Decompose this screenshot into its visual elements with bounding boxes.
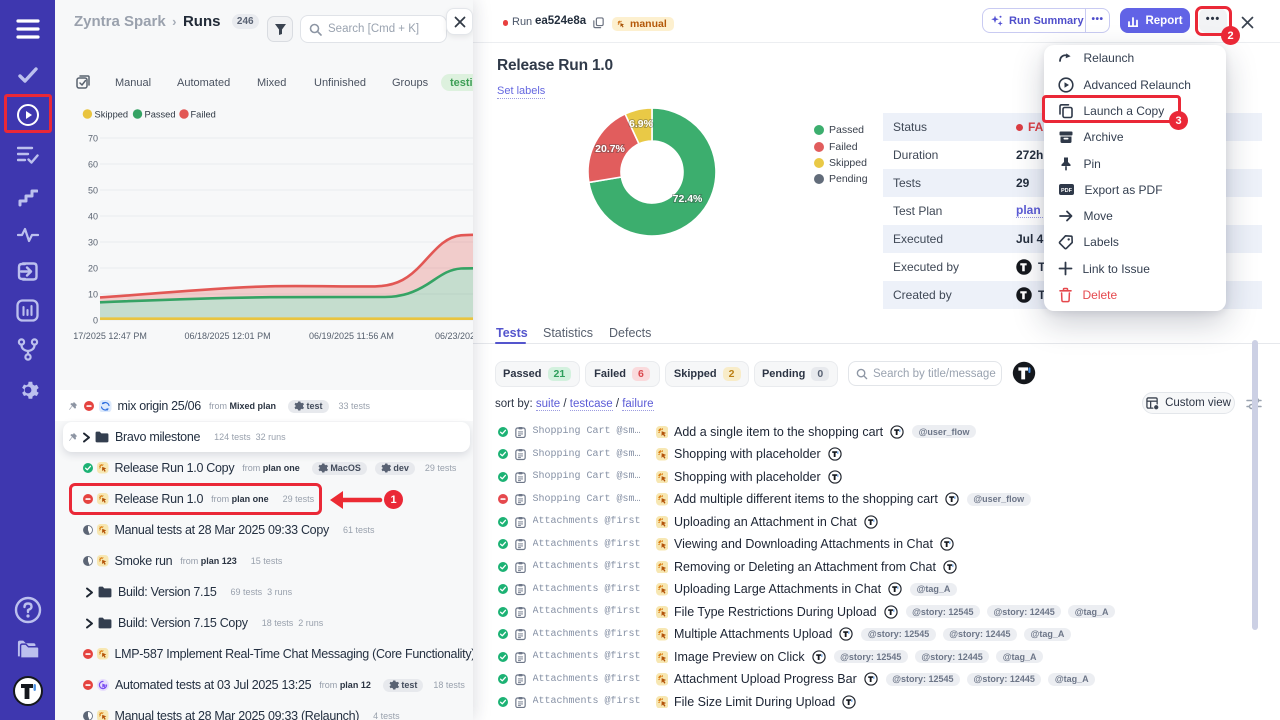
svg-text:0: 0 bbox=[93, 316, 98, 326]
svg-text:20: 20 bbox=[88, 264, 98, 274]
svg-text:06/18/2025 12:01 PM: 06/18/2025 12:01 PM bbox=[185, 331, 271, 341]
svg-text:06/19/2025 11:56 AM: 06/19/2025 11:56 AM bbox=[309, 331, 394, 341]
svg-text:Passed: Passed bbox=[145, 109, 176, 119]
svg-text:Skipped: Skipped bbox=[95, 109, 129, 119]
svg-text:17/2025 12:47 PM: 17/2025 12:47 PM bbox=[73, 331, 147, 341]
svg-text:Failed: Failed bbox=[191, 109, 216, 119]
svg-text:30: 30 bbox=[88, 238, 98, 248]
svg-text:50: 50 bbox=[88, 186, 98, 196]
svg-text:40: 40 bbox=[88, 212, 98, 222]
svg-text:10: 10 bbox=[88, 290, 98, 300]
svg-text:6.9%: 6.9% bbox=[629, 118, 654, 130]
svg-text:70: 70 bbox=[88, 134, 98, 144]
svg-text:06/23/202: 06/23/202 bbox=[435, 331, 473, 341]
svg-text:PDF: PDF bbox=[1061, 188, 1073, 194]
svg-text:20.7%: 20.7% bbox=[595, 143, 625, 155]
svg-text:72.4%: 72.4% bbox=[673, 193, 703, 205]
svg-text:60: 60 bbox=[88, 160, 98, 170]
